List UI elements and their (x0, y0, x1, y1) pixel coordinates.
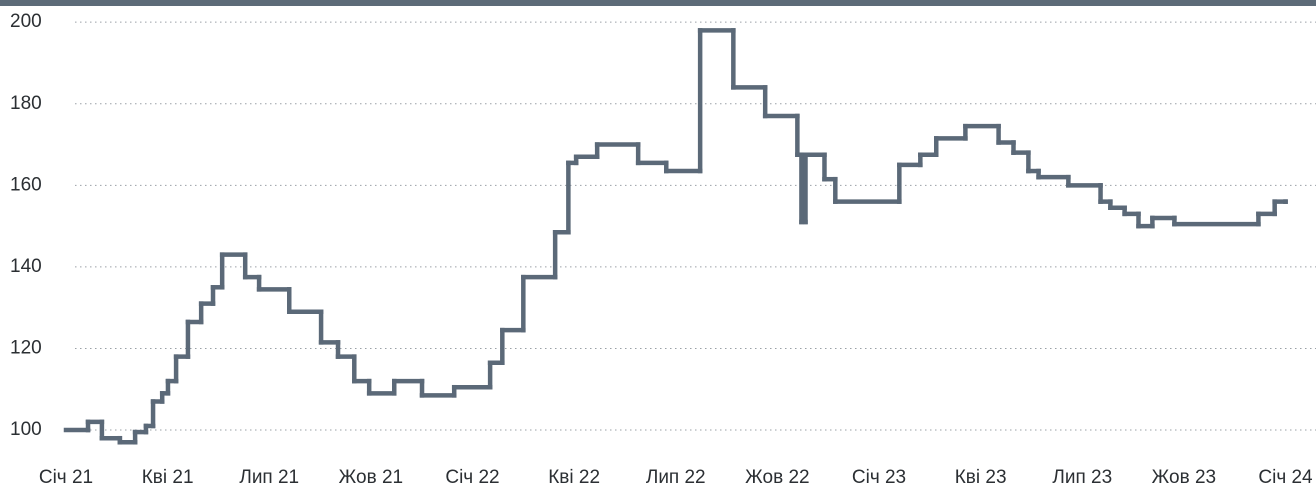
x-tick-label: Жов 23 (1152, 467, 1216, 488)
x-tick-label: Кві 22 (548, 467, 600, 488)
x-tick-label: Лип 22 (646, 467, 706, 488)
y-tick-label: 160 (10, 174, 42, 195)
x-tick-label: Жов 21 (339, 467, 403, 488)
x-tick-label: Кві 21 (142, 467, 194, 488)
x-tick-label: Січ 21 (39, 467, 93, 488)
x-tick-label: Січ 22 (445, 467, 499, 488)
y-tick-label: 200 (10, 11, 42, 32)
y-tick-label: 140 (10, 256, 42, 277)
y-tick-label: 120 (10, 337, 42, 358)
x-tick-label: Лип 23 (1052, 467, 1112, 488)
y-tick-label: 180 (10, 93, 42, 114)
x-tick-label: Січ 23 (852, 467, 906, 488)
x-tick-label: Кві 23 (955, 467, 1007, 488)
top-bar (0, 0, 1316, 6)
x-tick-label: Січ 24 (1258, 467, 1313, 488)
x-tick-label: Лип 21 (239, 467, 299, 488)
x-tick-label: Жов 22 (745, 467, 809, 488)
y-tick-label: 100 (10, 419, 42, 440)
